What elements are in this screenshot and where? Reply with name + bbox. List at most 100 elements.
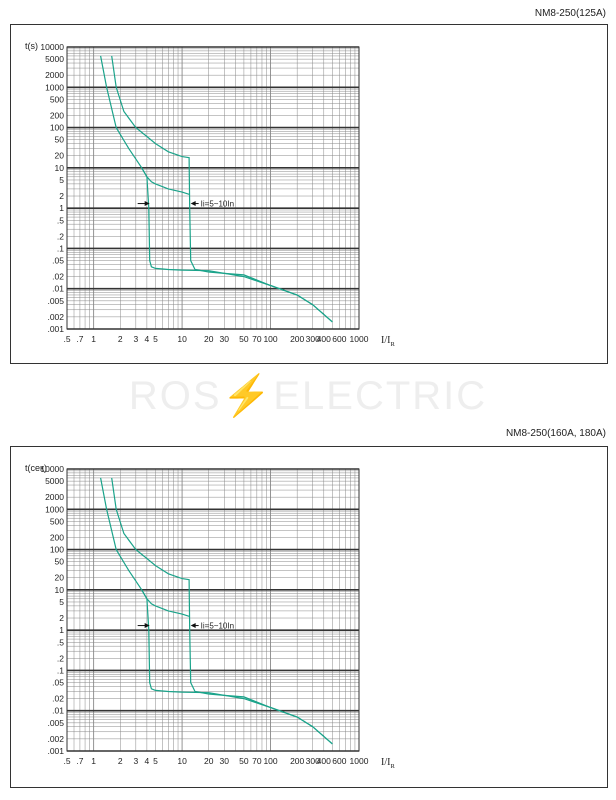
x-tick-label: 70: [252, 334, 262, 344]
y-tick-label: .002: [47, 734, 64, 744]
y-tick-label: 20: [55, 573, 65, 583]
y-tick-label: 100: [50, 123, 64, 133]
x-tick-label: 1000: [350, 334, 369, 344]
y-tick-label: 1: [59, 625, 64, 635]
curve-series-2: [100, 55, 333, 323]
chart-panel-1: 10000 5000 2000 1000 500 200 100 50 20 10 5 2 1 .5 .2.…: [10, 24, 608, 364]
y-tick-label: .005: [47, 296, 64, 306]
x-tick-label: 200: [290, 334, 304, 344]
x-tick-label: 3: [133, 756, 138, 766]
y-tick-label: .002: [47, 312, 64, 322]
y-tick-label: 10: [55, 585, 65, 595]
x-tick-label: 4: [145, 334, 150, 344]
arrow-head-icon: [144, 623, 150, 629]
x-tick-label: 20: [204, 756, 214, 766]
x-tick-label: 10: [177, 756, 187, 766]
x-tick-label: 600: [332, 756, 346, 766]
y-tick-label: 10000: [40, 42, 64, 52]
x-tick-label: 5: [153, 756, 158, 766]
plot-frame: [66, 46, 360, 330]
y-tick-label: 50: [55, 135, 65, 145]
x-tick-label: 5: [153, 334, 158, 344]
annotation-label: Ii=5~10In: [201, 200, 234, 209]
y-tick-label: .05: [52, 256, 64, 266]
curve-series-3: [141, 167, 190, 195]
y-axis-label: t(s): [25, 41, 38, 51]
y-tick-label: .2: [57, 231, 64, 241]
y-tick-label: 2: [59, 613, 64, 623]
chart-1: 10000 5000 2000 1000 500 200 100 50 20 10 5 2 1 .5 .2.…: [25, 41, 395, 348]
watermark-text-left: ROS: [128, 374, 222, 418]
y-tick-label: .05: [52, 678, 64, 688]
y-tick-label: 2: [59, 191, 64, 201]
x-tick-label: 600: [332, 334, 346, 344]
x-tick-label: .7: [76, 756, 83, 766]
annotation-label: Ii=5~10In: [201, 622, 234, 631]
x-tick-label: 100: [263, 756, 277, 766]
y-tick-label: 2000: [45, 492, 64, 502]
x-tick-label: 2: [118, 334, 123, 344]
chart-panel-2: 10000 5000 2000 1000 500 200 100 50 20 10 5 2 1 .5 .2.…: [10, 446, 608, 788]
y-tick-label: 500: [50, 516, 64, 526]
y-tick-label: 200: [50, 532, 64, 542]
y-tick-label: 5: [59, 597, 64, 607]
y-tick-label: 500: [50, 94, 64, 104]
y-tick-label: .001: [47, 324, 64, 334]
x-tick-label: .5: [63, 334, 70, 344]
y-tick-label: .01: [52, 706, 64, 716]
x-tick-label: 1: [91, 756, 96, 766]
x-tick-label: 1: [91, 334, 96, 344]
y-tick-label: .02: [52, 272, 64, 282]
y-tick-label: 100: [50, 545, 64, 555]
bolt-icon: ⚡: [221, 374, 274, 418]
x-tick-label: .5: [63, 756, 70, 766]
y-tick-label: .005: [47, 718, 64, 728]
y-tick-label: 1000: [45, 82, 64, 92]
watermark: ROS⚡ELECTRIC: [0, 372, 616, 419]
y-tick-label: .2: [57, 653, 64, 663]
x-tick-label: 20: [204, 334, 214, 344]
y-tick-label: 2000: [45, 70, 64, 80]
chart-2: 10000 5000 2000 1000 500 200 100 50 20 10 5 2 1 .5 .2.…: [25, 463, 395, 770]
y-tick-label: 5000: [45, 476, 64, 486]
x-tick-label: 10: [177, 334, 187, 344]
y-tick-label: .5: [57, 637, 64, 647]
y-tick-label: 200: [50, 110, 64, 120]
plot-frame: [66, 468, 360, 752]
x-tick-label: 400: [317, 756, 331, 766]
y-axis-label: t(сек): [25, 463, 47, 473]
x-tick-label: 300: [306, 334, 320, 344]
y-tick-label: 10: [55, 163, 65, 173]
curve-series-2: [100, 477, 333, 745]
y-tick-label: .1: [57, 243, 64, 253]
x-tick-label: 30: [220, 756, 230, 766]
x-tick-label: 4: [145, 756, 150, 766]
y-tick-label: 5: [59, 175, 64, 185]
y-tick-label: .1: [57, 665, 64, 675]
y-tick-label: 5000: [45, 54, 64, 64]
x-axis-label: I/IR: [381, 335, 395, 348]
arrow-head-icon: [190, 201, 196, 207]
y-tick-label: 20: [55, 151, 65, 161]
x-tick-label: 200: [290, 756, 304, 766]
arrow-head-icon: [190, 623, 196, 629]
x-tick-label: .7: [76, 334, 83, 344]
x-tick-label: 3: [133, 334, 138, 344]
x-tick-label: 100: [263, 334, 277, 344]
y-tick-label: 1: [59, 203, 64, 213]
arrow-head-icon: [144, 201, 150, 207]
x-tick-label: 30: [220, 334, 230, 344]
x-tick-label: 400: [317, 334, 331, 344]
x-tick-label: 300: [306, 756, 320, 766]
y-tick-label: 1000: [45, 504, 64, 514]
x-axis-label: I/IR: [381, 757, 395, 770]
chart-title-1: NM8-250(125A): [534, 8, 606, 19]
y-tick-label: .001: [47, 746, 64, 756]
x-tick-label: 1000: [350, 756, 369, 766]
y-tick-label: .02: [52, 694, 64, 704]
watermark-text-right: ELECTRIC: [273, 374, 488, 418]
curve-series-3: [141, 589, 190, 617]
y-tick-label: .01: [52, 284, 64, 294]
x-tick-label: 50: [239, 756, 249, 766]
x-tick-label: 50: [239, 334, 249, 344]
